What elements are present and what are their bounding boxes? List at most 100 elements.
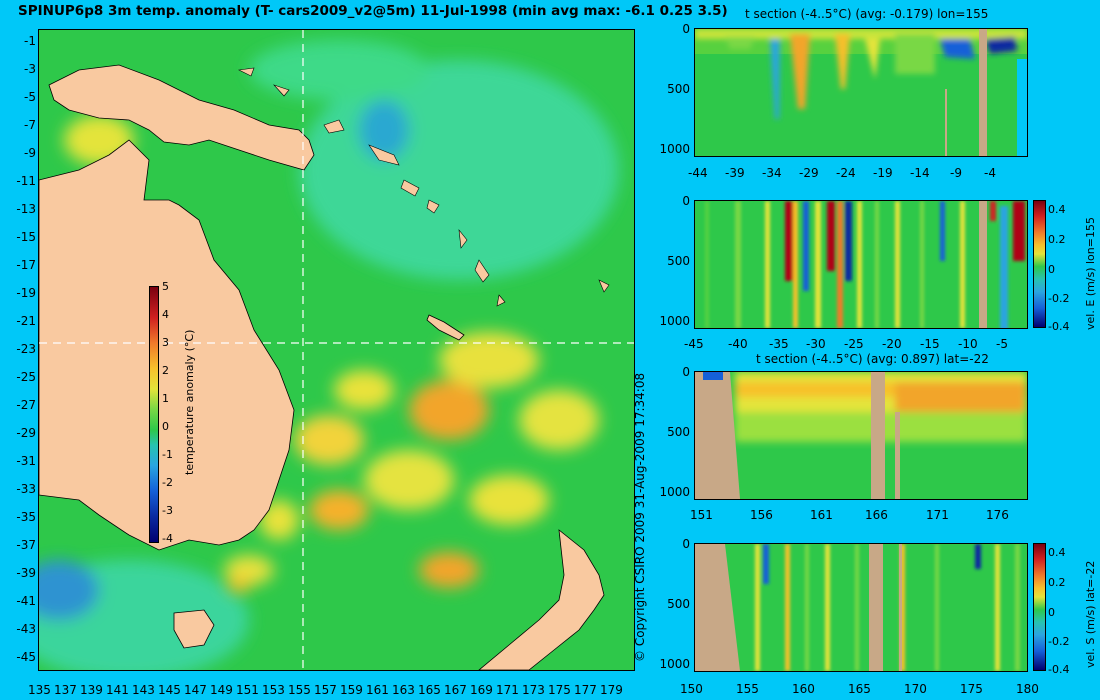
lat-tick: -29	[16, 426, 36, 440]
p2-xtick: -45	[684, 337, 704, 351]
lat-tick: -23	[16, 342, 36, 356]
lon-tick: 141	[106, 683, 129, 697]
p4-xtick: 165	[848, 682, 871, 696]
p1-xtick: -19	[873, 166, 893, 180]
panel1-yaxis: 0 500 1000	[650, 22, 690, 162]
p1-xtick: -4	[984, 166, 996, 180]
p2-cbar-tick: 0	[1048, 263, 1055, 276]
p3-ytick: 1000	[659, 485, 690, 499]
lon-tick: 147	[184, 683, 207, 697]
panel2-xaxis: -45 -40 -35 -30 -25 -20 -15 -10 -5	[684, 337, 1034, 351]
lat-tick: -27	[16, 398, 36, 412]
p2-xtick: -15	[920, 337, 940, 351]
lon-tick: 177	[574, 683, 597, 697]
lon-tick: 139	[80, 683, 103, 697]
p2-xtick: -35	[769, 337, 789, 351]
map-colorbar-label: temperature anomaly (°C)	[183, 329, 196, 475]
lon-tick: 155	[288, 683, 311, 697]
p3-xtick: 171	[926, 508, 949, 522]
p1-xtick: -24	[836, 166, 856, 180]
p4-cbar-tick: -0.4	[1048, 663, 1070, 676]
p1-xtick: -39	[725, 166, 745, 180]
p1-ytick: 1000	[659, 142, 690, 156]
panel1-section	[694, 28, 1028, 157]
p2-cbar-tick: 0.2	[1048, 233, 1066, 246]
p2-xtick: -40	[728, 337, 748, 351]
p3-xtick: 156	[750, 508, 773, 522]
lat-tick: -1	[24, 34, 36, 48]
p2-xtick: -5	[996, 337, 1008, 351]
lat-tick: -37	[16, 538, 36, 552]
p4-ytick: 0	[682, 537, 690, 551]
lat-tick: -41	[16, 594, 36, 608]
panel3-yaxis: 0 500 1000	[650, 365, 690, 505]
panel4-colorbar	[1033, 543, 1046, 671]
cbar-tick: 2	[162, 364, 169, 377]
lat-tick: -11	[16, 174, 36, 188]
panel1-title: t section (-4..5°C) (avg: -0.179) lon=15…	[745, 7, 989, 21]
panel2-section	[694, 200, 1028, 329]
plot-title: SPINUP6p8 3m temp. anomaly (T- cars2009_…	[18, 3, 728, 19]
lat-tick: -19	[16, 286, 36, 300]
lon-tick: 165	[418, 683, 441, 697]
panel2-colorbar	[1033, 200, 1046, 328]
p3-ytick: 0	[682, 365, 690, 379]
lon-tick: 175	[548, 683, 571, 697]
panel3-title: t section (-4..5°C) (avg: 0.897) lat=-22	[756, 352, 989, 366]
lat-tick: -17	[16, 258, 36, 272]
lat-tick: -25	[16, 370, 36, 384]
cbar-tick: 4	[162, 308, 169, 321]
cbar-tick: -3	[162, 504, 173, 517]
panel1-graphic	[695, 29, 1027, 156]
p3-xtick: 161	[810, 508, 833, 522]
lat-tick: -45	[16, 650, 36, 664]
cbar-tick: 0	[162, 420, 169, 433]
p2-cbar-tick: -0.4	[1048, 320, 1070, 333]
panel4-xaxis: 150 155 160 165 170 175 180	[680, 682, 1050, 696]
p2-xtick: -10	[958, 337, 978, 351]
panel3-graphic	[695, 372, 1027, 499]
panel3-section	[694, 371, 1028, 500]
lon-tick: 153	[262, 683, 285, 697]
p1-xtick: -14	[910, 166, 930, 180]
p2-cbar-tick: -0.2	[1048, 292, 1070, 305]
panel2-cbar-label: vel. E (m/s) lon=155	[1084, 217, 1097, 330]
cbar-tick: -1	[162, 448, 173, 461]
p4-xtick: 150	[680, 682, 703, 696]
p4-xtick: 175	[960, 682, 983, 696]
lon-tick: 157	[314, 683, 337, 697]
p1-xtick: -44	[688, 166, 708, 180]
lon-tick: 151	[236, 683, 259, 697]
lat-tick: -21	[16, 314, 36, 328]
lon-tick: 169	[470, 683, 493, 697]
cbar-tick: -4	[162, 532, 173, 545]
lon-tick: 161	[366, 683, 389, 697]
lon-tick: 145	[158, 683, 181, 697]
panel4-cbar-ticks: 0.4 0.2 0 -0.2 -0.4	[1048, 546, 1078, 676]
lon-tick: 149	[210, 683, 233, 697]
cbar-tick: 3	[162, 336, 169, 349]
p2-ytick: 1000	[659, 314, 690, 328]
p2-cbar-tick: 0.4	[1048, 203, 1066, 216]
lat-tick: -9	[24, 146, 36, 160]
lon-tick: 179	[600, 683, 623, 697]
p1-xtick: -9	[950, 166, 962, 180]
lat-tick: -43	[16, 622, 36, 636]
p3-xtick: 166	[865, 508, 888, 522]
p4-xtick: 160	[792, 682, 815, 696]
p2-xtick: -25	[844, 337, 864, 351]
map-graphic	[39, 30, 634, 670]
copyright-text: © Copyright CSIRO 2009 31-Aug-2009 17:34…	[633, 372, 647, 662]
lat-tick: -33	[16, 482, 36, 496]
lat-tick: -5	[24, 90, 36, 104]
map-colorbar-ticks: 5 4 3 2 1 0 -1 -2 -3 -4	[162, 280, 182, 545]
lon-tick: 173	[522, 683, 545, 697]
p1-xtick: -29	[799, 166, 819, 180]
panel2-graphic	[695, 201, 1027, 328]
lon-tick: 135	[28, 683, 51, 697]
panel4-graphic	[695, 544, 1027, 671]
p2-xtick: -30	[806, 337, 826, 351]
lat-tick: -3	[24, 62, 36, 76]
p2-ytick: 500	[667, 254, 690, 268]
p4-cbar-tick: 0.4	[1048, 546, 1066, 559]
